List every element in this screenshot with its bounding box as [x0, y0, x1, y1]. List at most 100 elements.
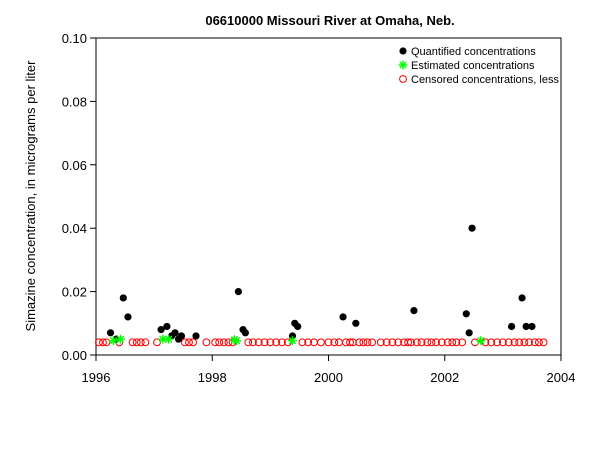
data-point [115, 334, 125, 344]
data-point [522, 322, 530, 331]
data-point [410, 307, 418, 315]
x-tick-label: 1998 [198, 370, 227, 385]
x-axis: 1996 1998 2000 2002 2004 [82, 355, 576, 385]
data-point [266, 338, 275, 347]
x-tick-label: 2004 [547, 370, 576, 385]
data-point [234, 288, 243, 296]
data-point [108, 336, 118, 346]
data-point [507, 322, 516, 331]
data-point [202, 338, 211, 347]
data-point [368, 338, 376, 347]
y-tick-label: 0.10 [62, 31, 87, 46]
data-point [363, 338, 372, 347]
data-point [335, 338, 343, 347]
data-point [437, 338, 446, 347]
data-point [163, 322, 171, 331]
data-point [539, 338, 548, 347]
data-point [504, 338, 513, 347]
y-tick-label: 0.02 [62, 285, 87, 300]
data-point [339, 313, 347, 321]
data-point [346, 338, 354, 347]
x-tick-label: 1996 [82, 370, 111, 385]
data-point [141, 338, 150, 347]
series-open-circle [95, 338, 548, 347]
data-point [352, 319, 360, 327]
legend-marker [399, 75, 407, 83]
y-tick-label: 0.04 [62, 221, 87, 236]
data-point [535, 338, 543, 347]
data-point [423, 338, 432, 347]
y-tick-label: 0.00 [62, 348, 87, 363]
data-point [241, 329, 249, 337]
legend-entry: Quantified concentrations [411, 46, 536, 58]
data-point [158, 334, 168, 344]
chart-title: 06610000 Missouri River at Omaha, Neb. [205, 13, 454, 28]
data-point [471, 338, 479, 347]
data-point [388, 338, 397, 347]
data-point [468, 224, 476, 232]
data-point [171, 329, 179, 337]
data-point [432, 338, 440, 347]
data-point [304, 338, 313, 347]
legend-entry: Censored concentrations, less [411, 74, 559, 86]
data-point [128, 338, 137, 347]
data-point [294, 322, 302, 331]
data-point [394, 338, 403, 347]
data-point [288, 332, 297, 340]
data-point [528, 322, 536, 331]
data-point [260, 338, 269, 347]
data-point [330, 338, 339, 347]
data-point [95, 338, 103, 347]
data-point [119, 294, 127, 302]
legend-entry: Estimated concentrations [411, 60, 535, 72]
data-point [99, 338, 107, 347]
data-point [324, 338, 333, 347]
data-point [376, 338, 385, 347]
series-asterisk [108, 334, 486, 346]
data-point [254, 338, 263, 347]
data-point [493, 338, 501, 347]
data-point [219, 338, 228, 347]
data-point [462, 310, 470, 318]
data-point [525, 338, 533, 347]
y-axis: 0.00 0.02 0.04 0.06 0.08 0.10 [62, 31, 96, 363]
data-point [185, 338, 193, 347]
data-point [192, 332, 200, 340]
data-point [132, 338, 141, 347]
data-point [498, 338, 507, 347]
data-point [404, 338, 413, 347]
data-point [232, 336, 242, 346]
data-point [272, 338, 281, 347]
y-tick-label: 0.08 [62, 94, 87, 109]
data-point [359, 338, 368, 347]
data-point [518, 294, 526, 302]
data-point [382, 338, 391, 347]
data-point [298, 338, 307, 347]
data-point [510, 338, 519, 347]
legend-marker [399, 47, 407, 55]
data-point [124, 313, 132, 321]
series-filled-circle [106, 224, 536, 343]
data-point [189, 338, 197, 347]
data-point [452, 338, 461, 347]
data-point [412, 338, 421, 347]
data-point [157, 326, 165, 334]
data-points [95, 224, 548, 347]
data-point [153, 338, 161, 347]
data-point [249, 338, 257, 347]
data-point [164, 334, 174, 344]
data-point [407, 338, 415, 347]
x-tick-label: 2002 [430, 370, 459, 385]
data-point [520, 338, 529, 347]
data-point [476, 336, 486, 346]
data-point [530, 338, 539, 347]
data-point [106, 329, 115, 337]
x-tick-label: 2000 [314, 370, 343, 385]
data-point [427, 338, 436, 347]
data-point [458, 338, 467, 347]
data-point [465, 329, 473, 337]
data-point [287, 336, 297, 346]
data-point [448, 338, 457, 347]
data-point [487, 338, 496, 347]
